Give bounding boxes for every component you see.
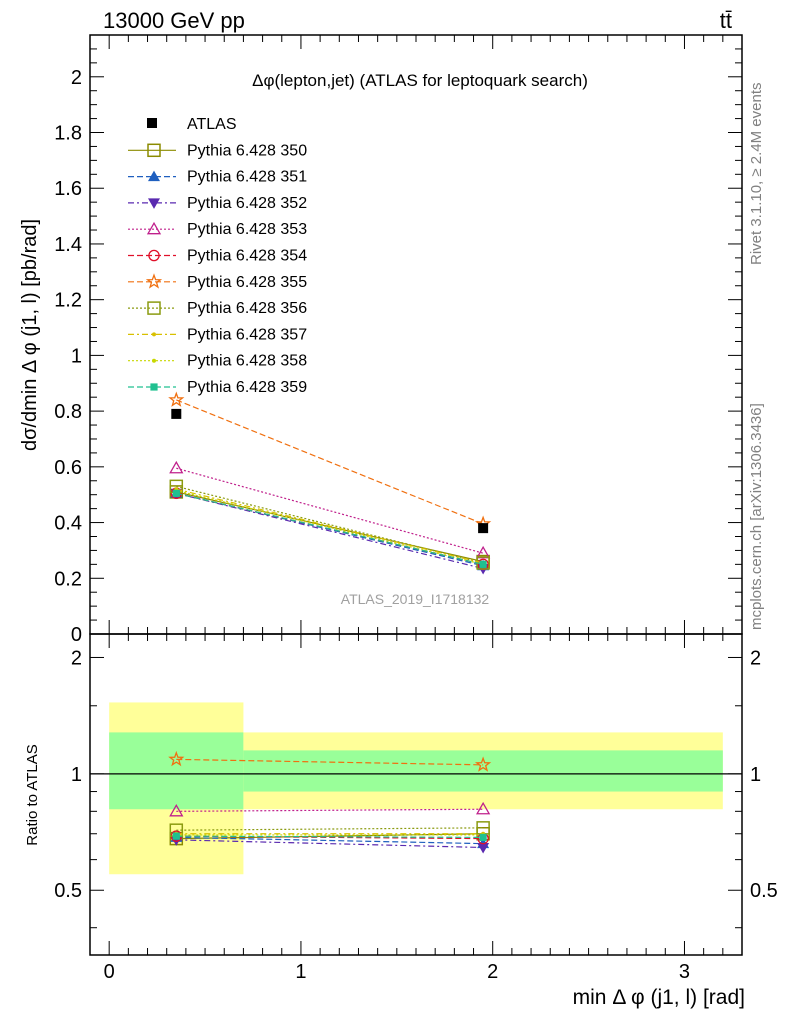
series-line	[176, 488, 484, 564]
ratio-series-marker	[479, 833, 487, 841]
legend-marker	[150, 383, 158, 391]
y-tick-label: 0.2	[54, 568, 82, 590]
legend-entry: Pythia 6.428 350	[128, 142, 307, 159]
x-tick-label: 3	[679, 961, 690, 983]
legend-label: Pythia 6.428 352	[187, 195, 307, 212]
legend-marker	[147, 143, 161, 158]
ratio-series-line	[176, 835, 484, 838]
ratio-series-line	[176, 836, 484, 845]
y-tick-label: 0	[71, 624, 82, 646]
ratio-y-tick-label: 2	[71, 647, 82, 669]
data-marker	[171, 408, 182, 419]
energy-label: 13000 GeV pp	[103, 8, 245, 33]
ratio-series-marker	[169, 804, 184, 817]
legend-label: Pythia 6.428 358	[187, 353, 307, 370]
legend-label: ATLAS	[187, 116, 237, 133]
ratio-y-tick-label: 0.5	[54, 880, 82, 902]
legend-marker	[145, 273, 163, 289]
y-tick-label: 1.8	[54, 123, 82, 145]
x-axis-title: min Δ φ (j1, l) [rad]	[573, 986, 745, 1009]
legend-label: Pythia 6.428 357	[187, 326, 307, 343]
watermark: ATLAS_2019_I1718132	[341, 591, 490, 607]
ratio-series-marker	[168, 750, 185, 767]
ratio-y-tick-label-right: 0.5	[750, 880, 778, 902]
data-marker	[478, 523, 489, 534]
series-line	[176, 399, 484, 525]
ratio-plot: 0 1 2 3 0.5 0.5 1 1 2 2	[54, 35, 778, 983]
legend-label: Pythia 6.428 356	[187, 300, 307, 317]
legend: ATLAS Pythia 6.428 350 Pythia 6.428 351 Pyt…	[128, 116, 307, 396]
legend-entry: Pythia 6.428 351	[128, 169, 307, 186]
legend-entry: Pythia 6.428 354	[128, 248, 307, 265]
ratio-series-marker	[475, 801, 491, 815]
plot-title: Δφ(lepton,jet) (ATLAS for leptoquark sea…	[252, 71, 588, 90]
y-tick-label: 1.4	[54, 234, 82, 256]
legend-label: Pythia 6.428 351	[187, 169, 307, 186]
mcplots-label: mcplots.cern.ch [arXiv:1306.3436]	[748, 403, 765, 630]
series-marker	[169, 460, 184, 474]
y-tick-label: 0.6	[54, 457, 82, 479]
legend-marker	[148, 170, 160, 182]
legend-entry: Pythia 6.428 359	[128, 379, 307, 396]
series-marker	[479, 560, 487, 568]
series-marker	[168, 391, 185, 407]
y-tick-label: 1.2	[54, 290, 82, 312]
series-line	[176, 492, 484, 565]
ratio-series-line	[176, 758, 484, 766]
legend-marker	[148, 198, 160, 209]
ratio-series-line	[176, 835, 484, 840]
x-tick-label: 2	[487, 961, 498, 983]
process-label: tt̄	[720, 8, 732, 33]
rivet-label: Rivet 3.1.10, ≥ 2.4M events	[748, 83, 765, 266]
ratio-frame	[89, 633, 743, 956]
legend-entry: ATLAS	[147, 116, 237, 133]
legend-label: Pythia 6.428 359	[187, 379, 307, 396]
series-line	[176, 492, 484, 567]
legend-entry: Pythia 6.428 357	[128, 326, 307, 343]
series-line	[176, 467, 484, 554]
y-tick-label: 0.4	[54, 513, 82, 535]
legend-entry: Pythia 6.428 353	[128, 221, 307, 238]
ratio-series-marker	[477, 842, 490, 854]
legend-label: Pythia 6.428 355	[187, 274, 307, 291]
series-line	[176, 492, 484, 570]
ratio-y-tick-label-right: 1	[750, 764, 761, 786]
legend-entry: Pythia 6.428 356	[128, 300, 307, 317]
legend-entry: Pythia 6.428 352	[128, 195, 307, 212]
y-axis-title: dσ/dmin Δ φ (j1, l) [pb/rad]	[19, 219, 41, 451]
legend-marker	[146, 221, 162, 235]
y-tick-label: 0.8	[54, 401, 82, 423]
legend-marker	[152, 332, 156, 337]
x-tick-label: 1	[295, 961, 306, 983]
series-line	[176, 489, 484, 565]
main-plot: 0 0.2 0.4 0.6 0.8 1 1.2 1.4 1.6 1.8 2	[54, 34, 743, 955]
ratio-series-line	[176, 839, 484, 849]
y-tick-label: 2	[71, 67, 82, 89]
legend-marker	[147, 118, 157, 128]
uncertainty-band-inner	[109, 732, 244, 810]
legend-entry: Pythia 6.428 358	[128, 353, 307, 370]
ratio-series-line	[176, 808, 484, 812]
ratio-y-tick-label: 1	[71, 764, 82, 786]
series-line	[176, 485, 484, 564]
series-line	[176, 491, 484, 563]
x-tick-label: 0	[104, 961, 115, 983]
ratio-series-marker	[172, 832, 180, 840]
legend-label: Pythia 6.428 353	[187, 221, 307, 238]
series-marker	[172, 489, 180, 497]
ratio-y-axis-title: Ratio to ATLAS	[24, 744, 41, 845]
y-tick-label: 1	[71, 345, 82, 367]
legend-marker	[147, 301, 161, 315]
ratio-series-marker	[474, 756, 492, 772]
legend-marker	[148, 249, 160, 262]
legend-label: Pythia 6.428 354	[187, 248, 307, 265]
legend-entry: Pythia 6.428 355	[128, 273, 307, 291]
legend-marker	[152, 358, 156, 363]
ratio-series-line	[176, 827, 484, 831]
y-tick-label: 1.6	[54, 178, 82, 200]
legend-label: Pythia 6.428 350	[187, 142, 307, 159]
ratio-y-tick-label-right: 2	[750, 647, 761, 669]
